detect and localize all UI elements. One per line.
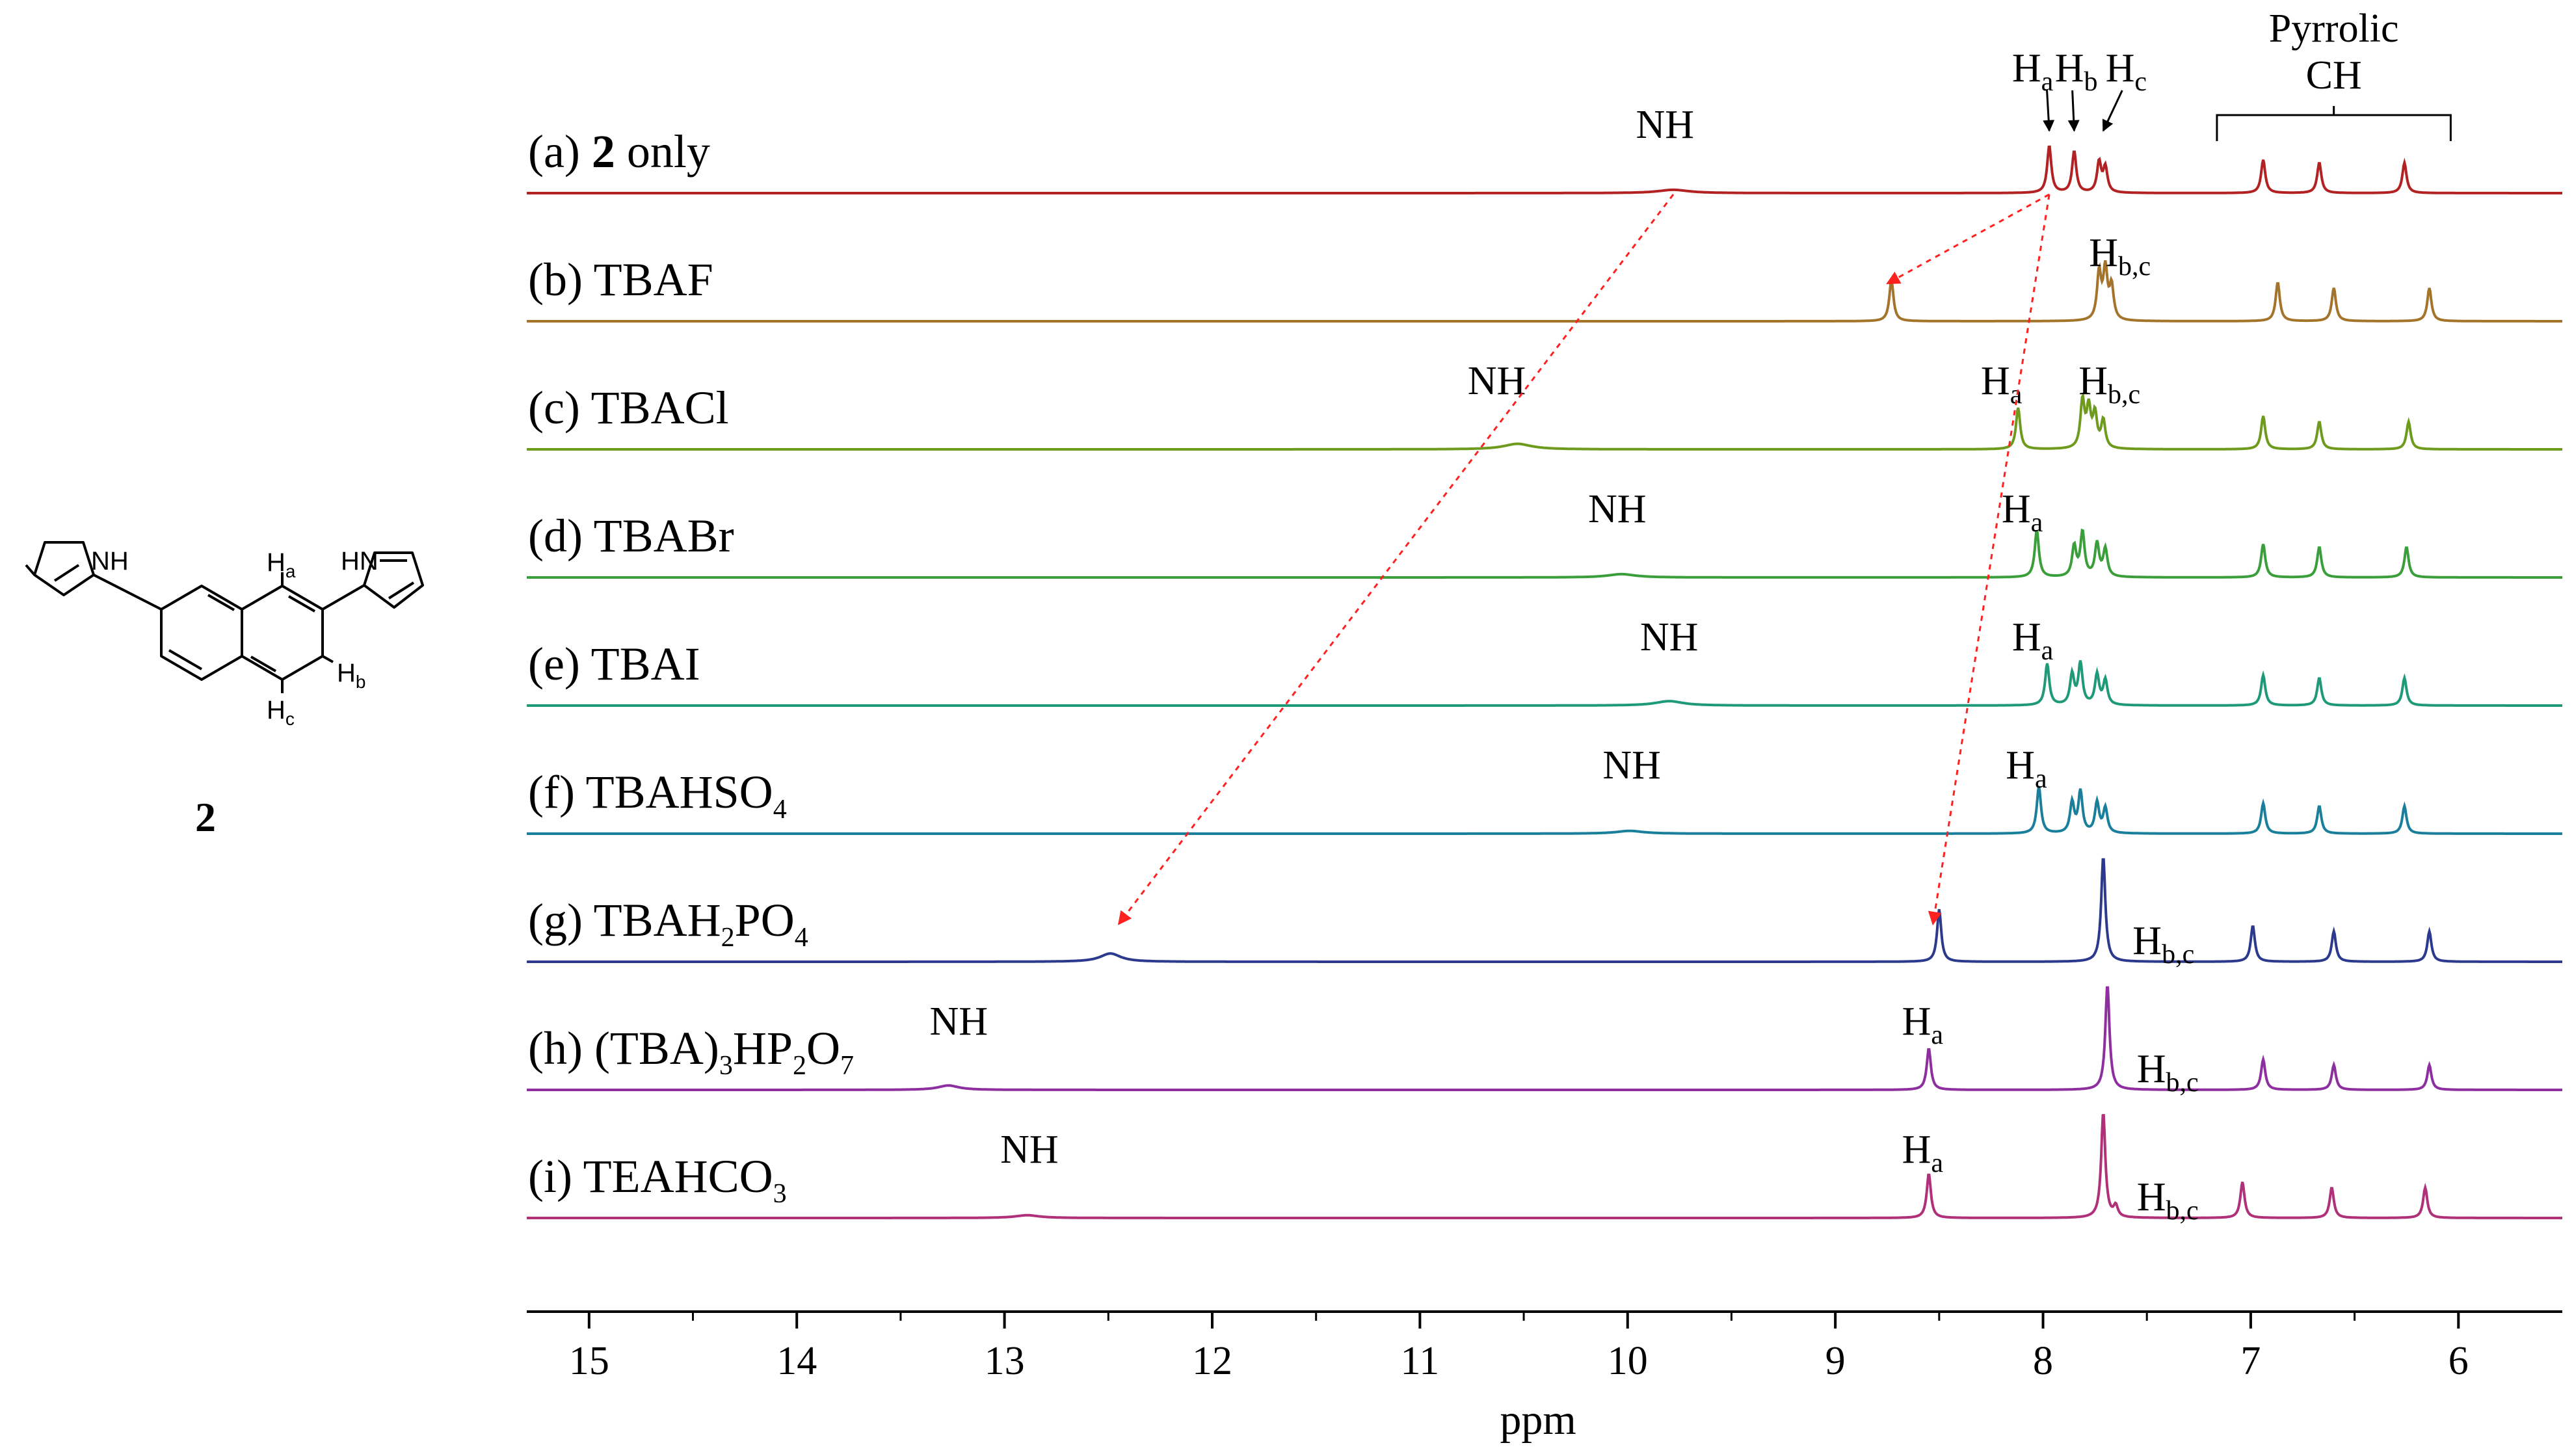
annotation-3: Hc [2106, 46, 2147, 97]
trace-label-g: (g) TBAH2PO4 [528, 894, 808, 953]
x-tick-label-15: 15 [569, 1339, 609, 1383]
trace-labels: (a) 2 only (b) TBAF (c) TBACl (d) TBABr (e) … [528, 126, 854, 1209]
trace-b [527, 260, 2562, 323]
left-pyrrole-double-bond-2 [25, 564, 36, 576]
right-pyrrole-double-bond-1 [388, 581, 415, 600]
trace-label-h: (h) (TBA)3HP2O7 [528, 1022, 854, 1081]
trace-label-i: (i) TEAHCO3 [528, 1150, 787, 1209]
annotation-16: Ha [1902, 999, 1944, 1050]
shift-arrow-2 [1117, 194, 1675, 925]
trace-g [527, 858, 2562, 963]
naphthalene-right-ring [241, 585, 324, 681]
x-tick-label-12: 12 [1192, 1339, 1232, 1383]
bond-pyrrole-naphthalene-right [321, 584, 365, 611]
trace-label-a: (a) 2 only [528, 126, 710, 178]
x-axis-title: ppm [1500, 1396, 1576, 1444]
pyrrolic-label-line2: CH [2306, 53, 2362, 98]
trace-h [527, 986, 2562, 1091]
annotation-11: Ha [2012, 615, 2054, 666]
x-tick-label-14: 14 [776, 1339, 817, 1383]
annotation-1: Ha [2012, 46, 2054, 97]
x-tick-label-6: 6 [2448, 1339, 2469, 1383]
annotation-15: NH [930, 999, 988, 1044]
shift-arrow-1 [1928, 194, 2050, 926]
trace-label-f: (f) TBAHSO4 [528, 766, 787, 825]
annotation-8: NH [1588, 487, 1647, 531]
annotation-14: Hb,c [2132, 919, 2194, 970]
trace-f [527, 786, 2562, 835]
annotation-13: Ha [2006, 743, 2047, 794]
annotation-17: Hb,c [2137, 1047, 2199, 1098]
trace-d [527, 528, 2562, 579]
annotation-arrow-1 [2043, 90, 2055, 132]
right-pyrrole-ring [363, 551, 424, 609]
trace-label-c: (c) TBACl [528, 382, 729, 434]
molecule-structure [25, 541, 424, 693]
annotation-arrow-3 [2102, 90, 2123, 132]
annotation-12: NH [1602, 743, 1661, 788]
trace-e [527, 660, 2562, 707]
trace-label-e: (e) TBAI [528, 638, 700, 690]
trace-c [527, 391, 2562, 451]
mol-hn-right: HN [341, 547, 378, 576]
molecule-labels: NH HN Ha Hb Hc 2 [91, 547, 378, 840]
annotation-19: Ha [1902, 1128, 1944, 1178]
trace-i [527, 1113, 2562, 1219]
mol-ha-label: Ha [267, 548, 296, 581]
annotation-9: Ha [2002, 487, 2043, 538]
annotation-4: Hb,c [2089, 231, 2151, 282]
annotation-18: NH [1000, 1128, 1059, 1172]
shift-arrow-0 [1886, 193, 2050, 285]
naphthalene-right-inner-2 [250, 655, 277, 672]
annotation-arrow-2 [2067, 90, 2080, 132]
naphthalene-left-inner-2 [207, 594, 235, 611]
left-pyrrole-double-bond-1 [53, 564, 80, 582]
annotation-6: Ha [1981, 359, 2023, 410]
x-axis: 15 14 13 12 11 10 9 8 7 6 ppm [527, 1310, 2562, 1444]
naphthalene-left-ring [160, 585, 243, 681]
left-pyrrole-ring [33, 541, 95, 596]
naphthalene-right-inner-1 [288, 595, 315, 613]
pyrrolic-label-line1: Pyrrolic [2269, 7, 2399, 51]
trace-label-b: (b) TBAF [528, 254, 713, 306]
x-tick-label-8: 8 [2033, 1339, 2053, 1383]
mol-nh-left: NH [91, 547, 129, 576]
x-tick-label-11: 11 [1401, 1339, 1440, 1383]
annotation-10: NH [1640, 615, 1699, 659]
mol-hb-label: Hb [337, 659, 365, 692]
x-tick-label-9: 9 [1825, 1339, 1846, 1383]
annotation-7: Hb,c [2078, 359, 2140, 410]
naphthalene-left-inner-1 [168, 649, 203, 670]
spectra-traces [527, 145, 2562, 1219]
x-tick-label-13: 13 [985, 1339, 1025, 1383]
bond-pyrrole-naphthalene-left [93, 574, 162, 611]
mol-hc-label: Hc [267, 696, 295, 729]
trace-label-d: (d) TBABr [528, 510, 734, 562]
x-tick-label-7: 7 [2240, 1339, 2261, 1383]
compound-number: 2 [195, 794, 216, 840]
x-tick-label-10: 10 [1608, 1339, 1648, 1383]
bond-hb [322, 655, 334, 663]
annotation-2: Hb [2055, 46, 2098, 97]
pyrrolic-bracket [2216, 114, 2452, 141]
annotation-20: Hb,c [2137, 1175, 2199, 1226]
shift-arrows [1117, 193, 2050, 926]
annotation-5: NH [1468, 359, 1526, 403]
trace-a [527, 145, 2562, 194]
annotation-0: NH [1636, 103, 1694, 147]
